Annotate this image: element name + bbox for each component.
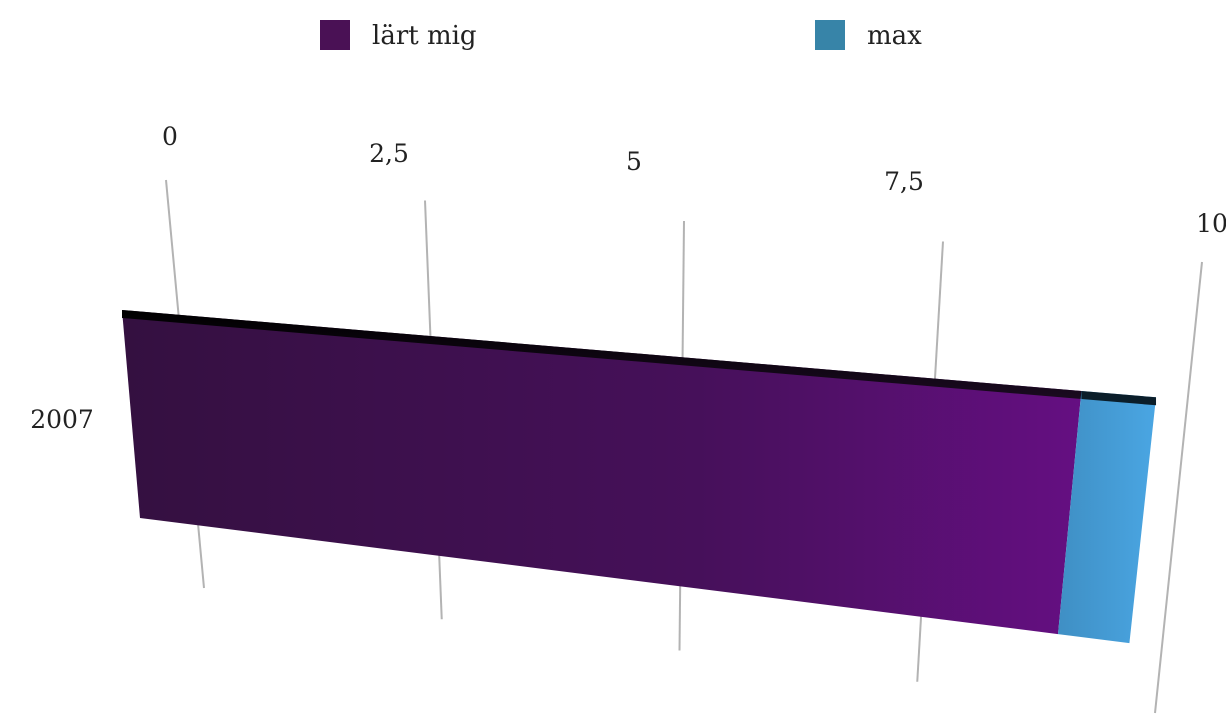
x-tick-label: 10	[1196, 209, 1226, 238]
y-category-label: 2007	[30, 405, 94, 434]
grid-line	[1154, 261, 1203, 714]
x-tick-label: 5	[626, 147, 642, 176]
bar-segment-max	[1058, 391, 1157, 644]
legend-label: max	[867, 21, 922, 51]
x-tick-label: 7,5	[884, 167, 924, 196]
legend-swatch	[815, 20, 845, 50]
legend-swatch	[320, 20, 350, 50]
y-axis-categories: 2007	[30, 405, 94, 434]
bar-top-face	[122, 310, 1082, 399]
bar-top-face	[1081, 391, 1157, 406]
bar-segment-lart-mig	[122, 310, 1082, 635]
x-tick-label: 2,5	[369, 139, 409, 168]
bars	[122, 310, 1157, 644]
x-tick-label: 0	[162, 122, 178, 151]
legend-label: lärt mig	[372, 21, 477, 51]
x-axis-ticks: 0 2,5 5 7,5 10	[162, 122, 1226, 238]
legend: lärt mig max	[320, 20, 922, 51]
